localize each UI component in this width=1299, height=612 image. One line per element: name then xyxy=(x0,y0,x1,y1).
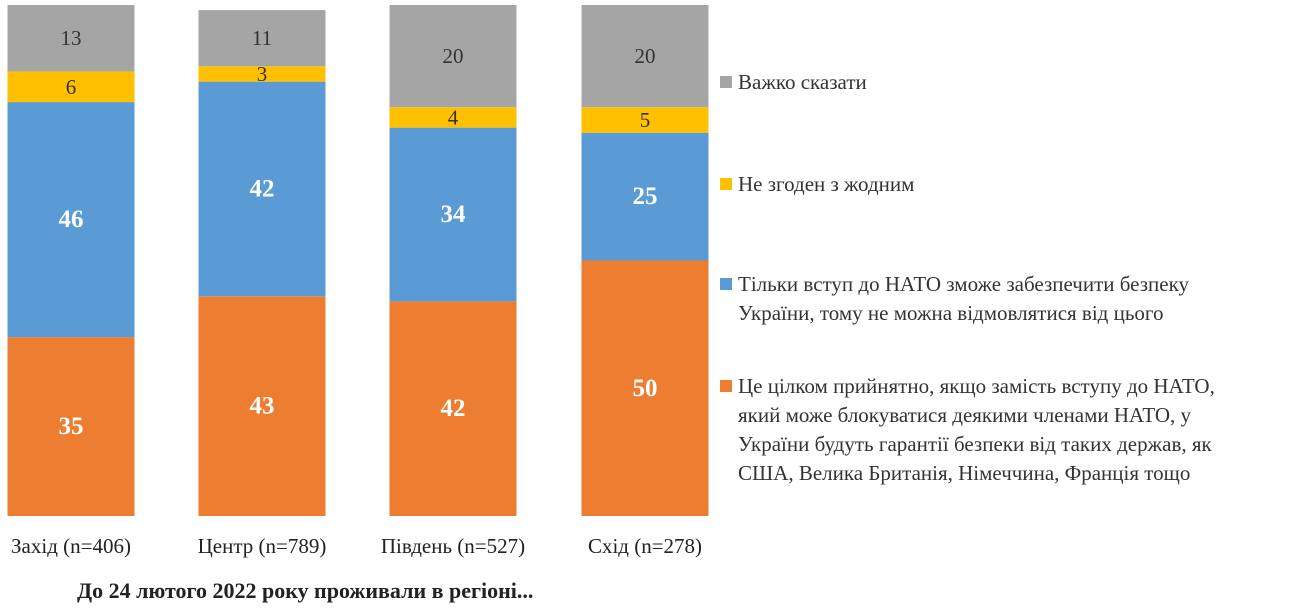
bar-segment-1-2 xyxy=(198,66,326,82)
data-label-0-0: 35 xyxy=(59,413,84,440)
bar-segment-3-3 xyxy=(581,5,709,108)
legend-swatch-3 xyxy=(720,76,732,88)
legend-label-2: Не згоден з жодним xyxy=(738,172,915,196)
category-label-1: Центр (n=789) xyxy=(198,534,327,558)
bar-segment-3-1 xyxy=(581,132,709,261)
data-label-1-2: 3 xyxy=(257,62,268,86)
data-label-2-1: 34 xyxy=(441,201,467,228)
data-label-0-2: 6 xyxy=(66,75,77,99)
bar-segment-1-3 xyxy=(198,10,326,67)
legend-label-0: Це цілком прийнятно, якщо замість вступу… xyxy=(738,374,1215,485)
data-label-3-3: 20 xyxy=(635,44,656,68)
bar-segment-2-1 xyxy=(389,127,517,302)
bar-segment-2-3 xyxy=(389,5,517,108)
legend-swatch-0 xyxy=(720,380,732,392)
data-label-3-2: 5 xyxy=(640,108,651,132)
data-label-3-0: 50 xyxy=(633,375,658,402)
category-label-3: Схід (n=278) xyxy=(588,534,702,558)
category-label-2: Південь (n=527) xyxy=(381,534,525,558)
bar-segment-3-2 xyxy=(581,107,709,133)
legend-item-0: Це цілком прийнятно, якщо замість вступу… xyxy=(720,372,1215,488)
bar-segment-2-2 xyxy=(389,107,517,128)
bar-segment-3-0 xyxy=(581,260,709,516)
data-label-2-3: 20 xyxy=(443,44,464,68)
bar-segment-0-1 xyxy=(7,102,135,338)
x-axis-title: До 24 лютого 2022 року проживали в регіо… xyxy=(77,578,534,603)
bar-segment-0-2 xyxy=(7,71,135,103)
legend-label-1: Тільки вступ до НАТО зможе забезпечити б… xyxy=(738,272,1190,325)
bar-segment-1-1 xyxy=(198,81,326,297)
bar-segment-1-0 xyxy=(198,296,326,516)
data-label-2-2: 4 xyxy=(448,105,459,129)
data-label-1-1: 42 xyxy=(250,175,275,202)
legend-item-1: Тільки вступ до НАТО зможе забезпечити б… xyxy=(720,270,1189,328)
data-label-1-3: 11 xyxy=(252,26,272,50)
legend-item-3: Важко сказати xyxy=(720,68,867,97)
data-label-3-1: 25 xyxy=(633,183,658,210)
data-label-0-1: 46 xyxy=(59,206,84,233)
bar-segment-0-0 xyxy=(7,337,135,516)
stacked-bar-chart: 35 46 6 13 Захід (n=406) 43 42 3 11 Центр (n=789)… xyxy=(7,5,709,558)
data-label-0-3: 13 xyxy=(61,26,82,50)
data-label-2-0: 42 xyxy=(441,395,466,422)
legend-swatch-2 xyxy=(720,178,732,190)
legend-label-3: Важко сказати xyxy=(738,70,867,94)
data-label-1-0: 43 xyxy=(250,393,275,420)
legend-swatch-1 xyxy=(720,278,732,290)
bar-segment-2-0 xyxy=(389,301,517,516)
bar-segment-0-3 xyxy=(7,5,135,72)
category-label-0: Захід (n=406) xyxy=(11,534,131,558)
legend-item-2: Не згоден з жодним xyxy=(720,170,914,199)
